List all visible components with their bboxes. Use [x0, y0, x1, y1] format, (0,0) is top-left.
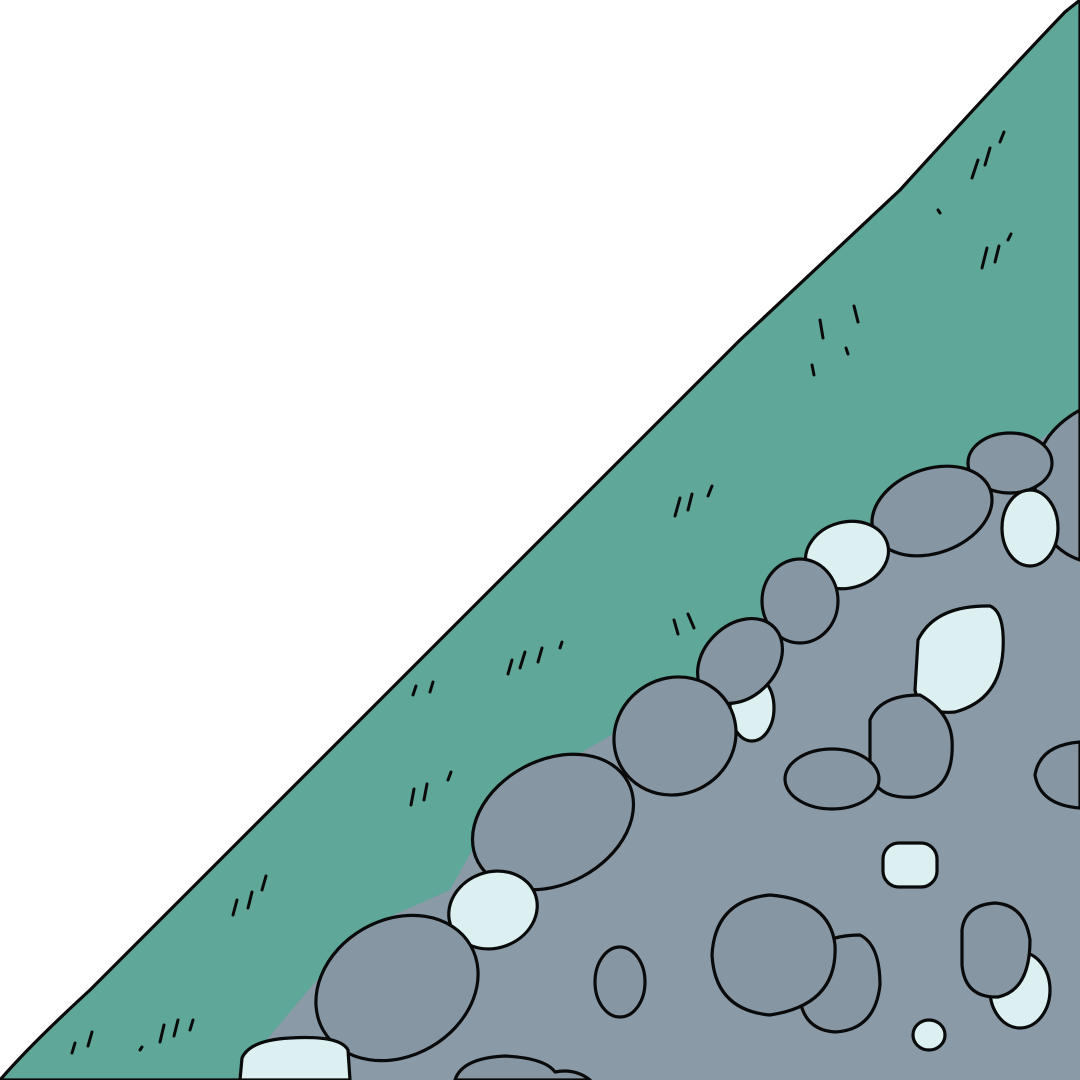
light-stone [238, 1035, 352, 1080]
boulder [868, 693, 954, 799]
boulder-border [238, 408, 1080, 1080]
boulder [314, 913, 480, 1063]
boulder [966, 431, 1054, 495]
boulder [470, 752, 636, 892]
light-stone [1000, 488, 1060, 568]
boulder [593, 945, 647, 1019]
boulder [1033, 740, 1080, 810]
boulder [960, 901, 1032, 999]
light-stone [881, 841, 939, 889]
boulder [760, 557, 840, 645]
boulder [612, 675, 738, 797]
boulder [710, 893, 837, 1017]
light-stone [911, 1018, 947, 1052]
grass-tufts [70, 130, 1013, 1055]
boulder [783, 747, 881, 811]
scattered-pebbles [593, 604, 1080, 1052]
boulder [453, 1054, 592, 1080]
